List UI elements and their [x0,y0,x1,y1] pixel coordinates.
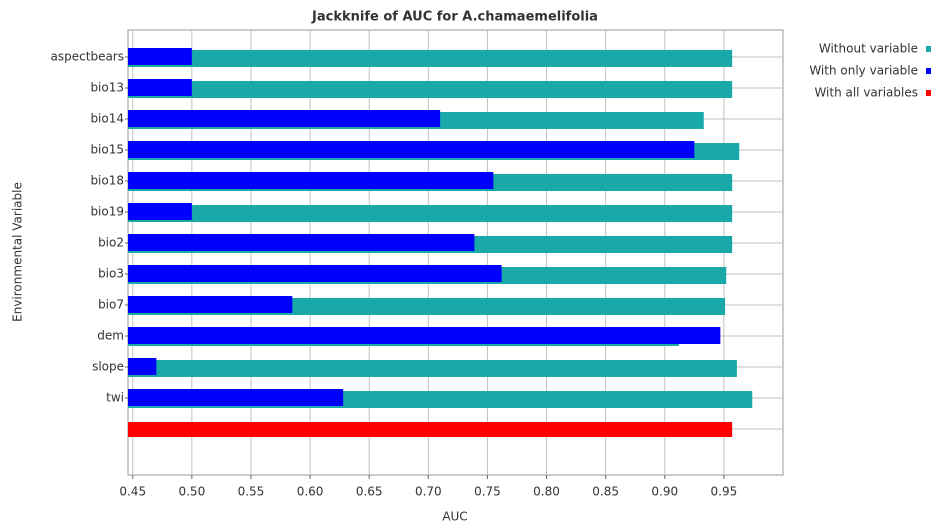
bar [128,48,192,65]
x-tick-label: 0.55 [238,485,265,499]
legend-swatch [926,46,931,52]
bar [128,81,733,98]
y-tick-label: twi [106,391,124,405]
y-tick-label: bio13 [90,81,124,95]
bar [128,110,441,127]
bar [128,172,494,189]
y-tick-label: dem [97,329,124,343]
y-tick-label: bio19 [90,205,124,219]
x-tick-label: 0.60 [297,485,324,499]
y-tick-label: bio7 [98,298,124,312]
x-tick-label: 0.85 [592,485,619,499]
x-tick-label: 0.65 [356,485,383,499]
y-tick-label: bio3 [98,267,124,281]
chart-title: Jackknife of AUC for A.chamaemelifolia [311,10,598,25]
bar [128,79,192,96]
y-tick-label: aspectbears [51,50,124,64]
bar [128,422,733,437]
bar [128,265,502,282]
legend-label: With only variable [809,64,918,78]
bar [128,141,695,158]
x-axis-label: AUC [442,510,467,524]
bar [128,50,733,67]
x-tick-label: 0.50 [178,485,205,499]
x-tick-label: 0.70 [415,485,442,499]
bar [128,389,344,406]
y-tick-label: bio15 [90,143,124,157]
bar [128,205,733,222]
bar [128,203,192,220]
y-tick-label: bio2 [98,236,124,250]
x-tick-label: 0.80 [533,485,560,499]
legend-label: With all variables [814,86,918,100]
x-tick-label: 0.45 [119,485,146,499]
y-tick-label: slope [92,360,124,374]
y-tick-label: bio14 [90,112,124,126]
y-axis-label: Environmental Variable [11,182,25,322]
legend-swatch [926,90,931,96]
x-tick-label: 0.90 [651,485,678,499]
bar [128,296,293,313]
bar [128,234,475,251]
legend-swatch [926,68,931,74]
legend-label: Without variable [819,42,918,56]
y-tick-label: bio18 [90,174,124,188]
bar [128,358,157,375]
bar [128,360,737,377]
bar [128,327,721,344]
x-tick-label: 0.75 [474,485,501,499]
x-tick-label: 0.95 [711,485,738,499]
